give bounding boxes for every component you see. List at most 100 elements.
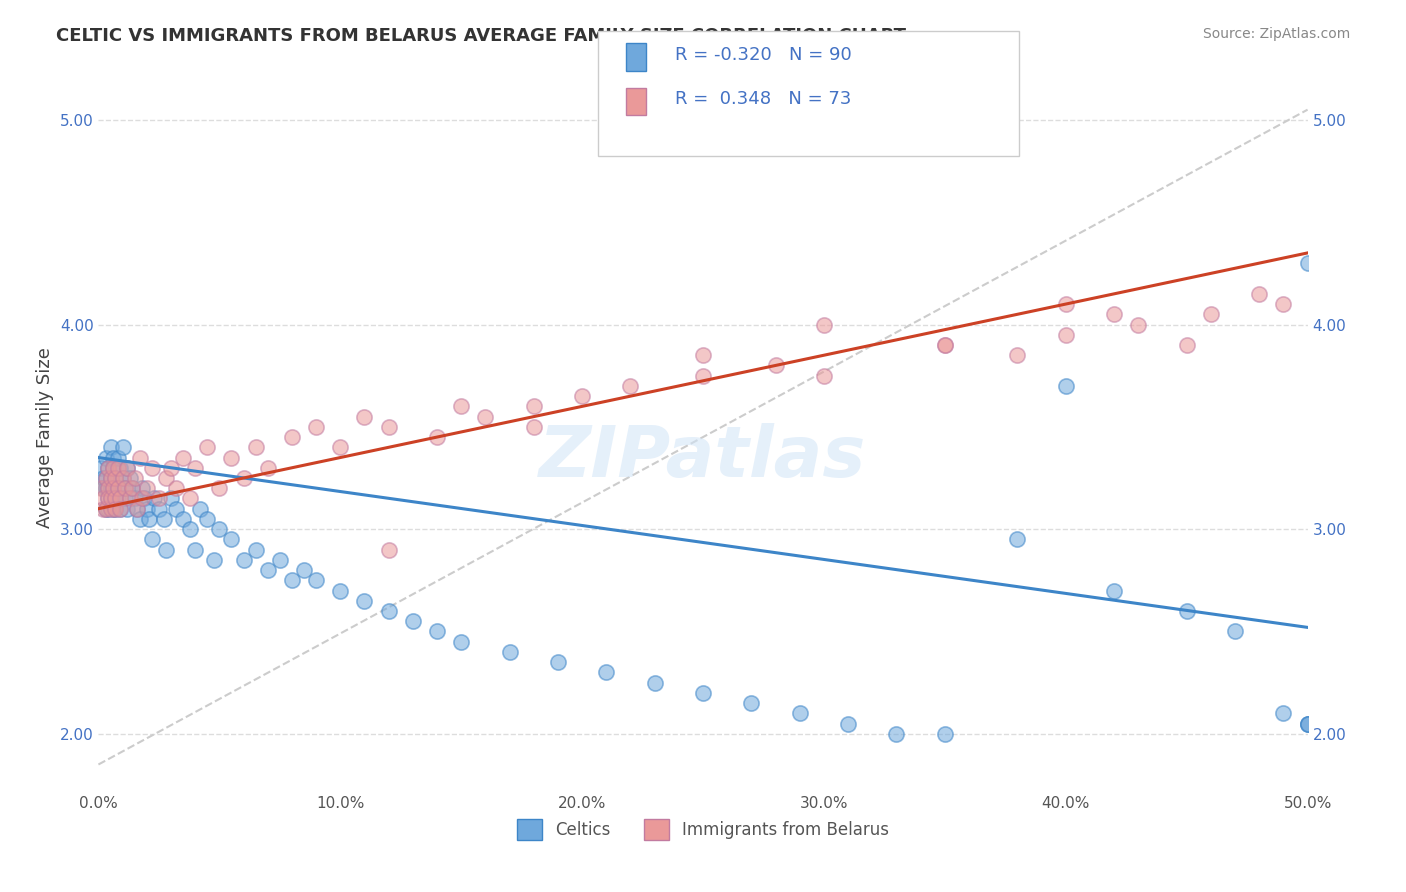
Point [155, 542, 177, 557]
Point [90, 460, 112, 475]
Point [195, 512, 218, 526]
Text: CELTIC VS IMMIGRANTS FROM BELARUS AVERAGE FAMILY SIZE CORRELATION CHART: CELTIC VS IMMIGRANTS FROM BELARUS AVERAG… [56, 27, 907, 45]
Point [107, 460, 129, 475]
Point [1296, 256, 1319, 270]
Point [188, 501, 211, 516]
Point [1175, 604, 1198, 618]
Point [402, 614, 425, 628]
Point [221, 450, 243, 465]
Point [813, 368, 835, 383]
Point [118, 471, 141, 485]
Point [94, 481, 117, 495]
Legend: Celtics, Immigrants from Belarus: Celtics, Immigrants from Belarus [510, 813, 896, 847]
Point [1175, 338, 1198, 352]
Point [1296, 716, 1319, 731]
Point [94, 471, 117, 485]
Point [886, 727, 908, 741]
Point [450, 634, 472, 648]
Point [934, 338, 956, 352]
Point [148, 491, 170, 506]
Text: R =  0.348   N = 73: R = 0.348 N = 73 [675, 90, 851, 108]
Point [108, 491, 131, 506]
Point [595, 665, 617, 680]
Point [134, 491, 156, 506]
Point [813, 318, 835, 332]
Point [91, 501, 114, 516]
Point [108, 501, 131, 516]
Point [179, 491, 201, 506]
Point [1054, 297, 1077, 311]
Point [104, 501, 127, 516]
Point [127, 501, 149, 516]
Point [90, 481, 112, 495]
Point [1128, 318, 1150, 332]
Point [619, 379, 641, 393]
Point [184, 460, 207, 475]
Point [292, 563, 315, 577]
Point [104, 501, 127, 516]
Point [1223, 624, 1246, 639]
Point [100, 481, 122, 495]
Point [141, 460, 163, 475]
Point [256, 563, 278, 577]
Point [100, 501, 122, 516]
Point [121, 481, 143, 495]
Point [1007, 533, 1029, 547]
Point [97, 481, 120, 495]
Point [1296, 716, 1319, 731]
Point [1054, 379, 1077, 393]
Point [117, 460, 139, 475]
Point [426, 624, 449, 639]
Point [97, 460, 120, 475]
Point [353, 409, 375, 424]
Point [104, 491, 127, 506]
Point [114, 481, 136, 495]
Point [221, 533, 243, 547]
Point [100, 491, 122, 506]
Point [1249, 286, 1271, 301]
Point [195, 440, 218, 454]
Point [692, 368, 714, 383]
Point [281, 574, 304, 588]
Point [789, 706, 811, 721]
Point [114, 481, 136, 495]
Point [269, 553, 291, 567]
Point [204, 553, 226, 567]
Point [101, 481, 124, 495]
Point [114, 491, 136, 506]
Point [1272, 297, 1295, 311]
Point [160, 491, 183, 506]
Point [148, 501, 170, 516]
Point [97, 491, 120, 506]
Point [692, 686, 714, 700]
Point [91, 491, 114, 506]
Point [934, 727, 956, 741]
Point [128, 512, 150, 526]
Point [377, 604, 399, 618]
Point [1296, 716, 1319, 731]
Point [108, 460, 131, 475]
Point [101, 460, 124, 475]
Point [101, 450, 124, 465]
Point [1007, 348, 1029, 362]
Point [1199, 307, 1222, 321]
Point [155, 471, 177, 485]
Point [256, 460, 278, 475]
Point [1272, 706, 1295, 721]
Point [765, 359, 787, 373]
Point [94, 501, 117, 516]
Point [100, 440, 122, 454]
Point [644, 675, 666, 690]
Point [160, 460, 183, 475]
Point [97, 481, 120, 495]
Point [101, 460, 124, 475]
Point [94, 450, 117, 465]
Point [474, 409, 496, 424]
Point [232, 553, 254, 567]
Point [94, 471, 117, 485]
Point [135, 501, 157, 516]
Point [121, 481, 143, 495]
Point [100, 471, 122, 485]
Point [692, 348, 714, 362]
Point [101, 501, 124, 516]
